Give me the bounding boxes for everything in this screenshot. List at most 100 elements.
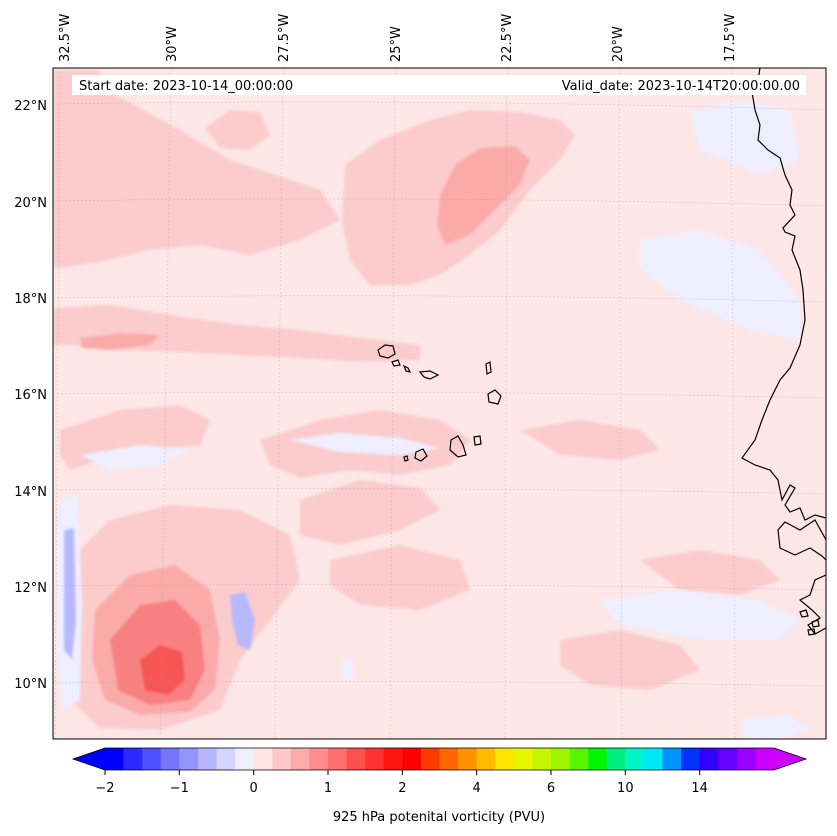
colorbar-tick-label: 4 bbox=[473, 781, 481, 796]
colorbar-cell bbox=[235, 748, 254, 770]
sw-negative-streak bbox=[80, 445, 190, 470]
lon-tick-label: 20°W bbox=[611, 26, 626, 62]
colorbar-tick-label: 6 bbox=[547, 781, 555, 796]
nw-positive-band bbox=[53, 92, 340, 268]
coastlines bbox=[377, 68, 826, 636]
lat-tick-label: 10°N bbox=[14, 677, 47, 692]
northwest-patch bbox=[205, 110, 270, 150]
colorbar-cell bbox=[476, 748, 496, 770]
lon-tick-label: 25°W bbox=[389, 26, 404, 62]
colorbar-tick-label: 10 bbox=[617, 781, 634, 796]
cape-verde-sao-vicente bbox=[391, 359, 401, 367]
colorbar-cell bbox=[439, 748, 459, 770]
colorbar-cell bbox=[495, 748, 515, 770]
colorbar-ticks: −2 −1 0 1 2 4 6 10 14 bbox=[95, 770, 708, 796]
colorbar-cell bbox=[643, 748, 663, 770]
map-frame bbox=[52, 67, 827, 740]
southeast-patch bbox=[560, 630, 700, 690]
lat-tick-label: 16°N bbox=[14, 388, 47, 403]
colorbar-cell bbox=[402, 748, 422, 770]
cape-verde-maio bbox=[473, 435, 482, 446]
zonal-band-17n bbox=[53, 305, 420, 362]
colorbar-cell bbox=[606, 748, 626, 770]
colorbar-cell bbox=[718, 748, 738, 770]
colorbar-cell bbox=[699, 748, 719, 770]
cape-verde-boa-vista bbox=[487, 389, 502, 405]
bissagos-islands bbox=[799, 609, 820, 636]
colorbar-tick-label: −1 bbox=[170, 781, 189, 796]
colorbar-cell bbox=[681, 748, 700, 770]
central-negative-streak bbox=[290, 433, 440, 455]
africa-coastline bbox=[741, 68, 826, 521]
latitude-ticks: 22°N 20°N 18°N 16°N 14°N 12°N 10°N bbox=[14, 99, 47, 692]
lat-tick-label: 12°N bbox=[14, 581, 47, 596]
colorbar-cell bbox=[551, 748, 570, 770]
colorbar-cell bbox=[458, 748, 477, 770]
colorbar-tick-label: 14 bbox=[691, 781, 708, 796]
west-negative-core bbox=[64, 528, 76, 660]
colorbar-extend-high bbox=[774, 748, 806, 770]
colorbar-cell bbox=[532, 748, 552, 770]
north-central-core bbox=[437, 146, 530, 245]
small-negative-blob bbox=[340, 658, 354, 682]
colorbar-cell bbox=[142, 748, 162, 770]
lon-tick-label: 30°W bbox=[165, 26, 180, 62]
south-central-swath bbox=[330, 545, 470, 610]
colorbar-cell bbox=[309, 748, 329, 770]
colorbar-cell bbox=[216, 748, 236, 770]
lon-tick-label: 22.5°W bbox=[500, 14, 515, 62]
east-negative-band bbox=[600, 590, 800, 640]
colorbar-cell bbox=[253, 748, 273, 770]
east-positive-streak bbox=[520, 420, 660, 460]
colorbar-cell bbox=[105, 748, 124, 770]
guinea-coast bbox=[798, 574, 826, 635]
mid-swath-2 bbox=[300, 480, 440, 545]
cape-verde-brava bbox=[403, 455, 409, 462]
cape-verde-santa-luzia bbox=[402, 364, 412, 373]
mid-negative-blob bbox=[230, 592, 255, 650]
lat-tick-label: 18°N bbox=[14, 292, 47, 307]
colorbar-cell bbox=[328, 748, 347, 770]
cape-verde-sao-nicolau bbox=[418, 370, 440, 380]
colorbar-cell bbox=[420, 748, 440, 770]
valid-date-label: Valid_date: 2023-10-14T20:00:00.00 bbox=[562, 79, 800, 94]
lon-tick-label: 17.5°W bbox=[723, 14, 738, 62]
lat-tick-label: 14°N bbox=[14, 485, 47, 500]
lat-tick-label: 20°N bbox=[14, 196, 47, 211]
colorbar-extend-low bbox=[73, 748, 105, 770]
date-annotation-bar bbox=[72, 75, 806, 95]
cape-verde-santiago bbox=[449, 435, 467, 458]
cyclone-core bbox=[140, 645, 185, 695]
colorbar-title: 925 hPa potenital vorticity (PVU) bbox=[333, 810, 545, 825]
colorbar-cells bbox=[105, 748, 775, 770]
zonal-band-17n-core bbox=[80, 333, 160, 350]
colorbar-cell bbox=[513, 748, 533, 770]
colorbar-cell bbox=[736, 748, 756, 770]
colorbar-cell bbox=[662, 748, 682, 770]
colorbar-cell bbox=[160, 748, 180, 770]
colorbar-cell bbox=[569, 748, 589, 770]
senegal-coast-south bbox=[777, 519, 826, 561]
start-date-label: Start date: 2023-10-14_00:00:00 bbox=[79, 79, 293, 94]
cape-verde-sal bbox=[485, 361, 492, 375]
cape-verde-santo-antao bbox=[377, 344, 396, 359]
se-negative-patch bbox=[740, 715, 810, 739]
colorbar-cell bbox=[123, 748, 143, 770]
lat-tick-label: 22°N bbox=[14, 99, 47, 114]
colorbar-tick-label: 1 bbox=[324, 781, 332, 796]
nw-negative-patch bbox=[690, 100, 800, 175]
colorbar-cell bbox=[179, 748, 199, 770]
ne-negative-band bbox=[640, 230, 800, 340]
colorbar-tick-label: 2 bbox=[398, 781, 406, 796]
positive-pv-contours bbox=[53, 70, 780, 730]
colorbar-tick-label: 0 bbox=[250, 781, 258, 796]
colorbar-cell bbox=[755, 748, 775, 770]
lon-tick-label: 32.5°W bbox=[58, 14, 73, 62]
colorbar-cell bbox=[197, 748, 217, 770]
colorbar-tick-label: −2 bbox=[95, 781, 114, 796]
cape-verde-fogo bbox=[414, 448, 428, 462]
southeast-streak bbox=[640, 550, 780, 595]
colorbar-cell bbox=[290, 748, 310, 770]
lon-tick-label: 27.5°W bbox=[277, 14, 292, 62]
